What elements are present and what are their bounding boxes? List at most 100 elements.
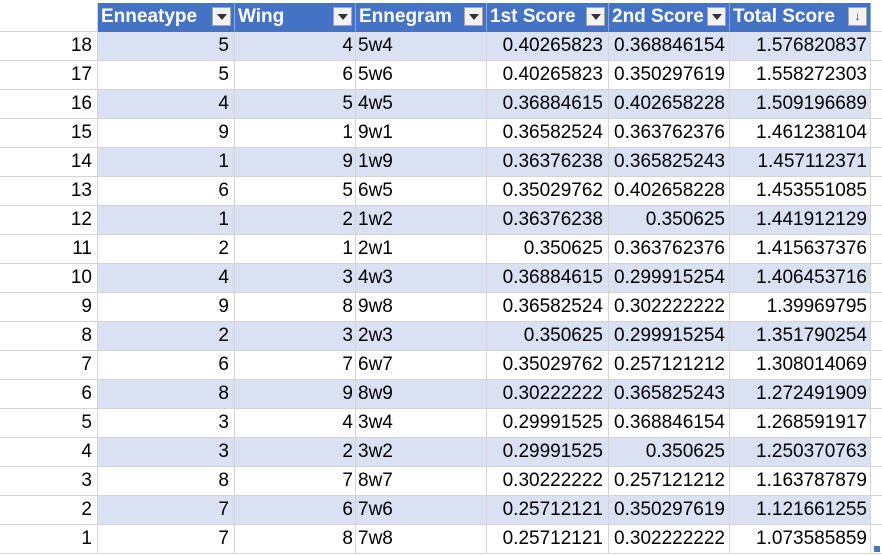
cell-ennegram[interactable]: 5w4 — [356, 32, 487, 61]
row-number[interactable]: 9 — [0, 293, 98, 322]
row-number[interactable]: 17 — [0, 61, 98, 90]
empty-cell[interactable] — [871, 61, 882, 90]
cell-ennegram[interactable]: 7w8 — [356, 525, 487, 554]
empty-cell[interactable] — [871, 235, 882, 264]
row-number[interactable]: 6 — [0, 380, 98, 409]
header-wing[interactable]: Wing — [235, 3, 356, 32]
filter-dropdown-icon[interactable] — [333, 7, 352, 26]
cell-wing[interactable]: 6 — [235, 61, 356, 90]
empty-cell[interactable] — [871, 90, 882, 119]
cell-wing[interactable]: 3 — [235, 264, 356, 293]
empty-cell[interactable] — [871, 467, 882, 496]
cell-first[interactable]: 0.35029762 — [487, 177, 609, 206]
empty-cell[interactable] — [871, 293, 882, 322]
cell-ennegram[interactable]: 2w3 — [356, 322, 487, 351]
cell-enneatype[interactable]: 8 — [98, 467, 235, 496]
header-first-score[interactable]: 1st Score — [487, 3, 609, 32]
empty-cell[interactable] — [871, 264, 882, 293]
empty-cell[interactable] — [871, 148, 882, 177]
cell-total[interactable]: 1.406453716 — [730, 264, 871, 293]
cell-wing[interactable]: 5 — [235, 90, 356, 119]
cell-ennegram[interactable]: 8w9 — [356, 380, 487, 409]
cell-total[interactable]: 1.415637376 — [730, 235, 871, 264]
cell-wing[interactable]: 4 — [235, 409, 356, 438]
cell-wing[interactable]: 9 — [235, 380, 356, 409]
cell-wing[interactable]: 4 — [235, 32, 356, 61]
empty-cell[interactable] — [871, 438, 882, 467]
cell-total[interactable]: 1.441912129 — [730, 206, 871, 235]
cell-first[interactable]: 0.29991525 — [487, 438, 609, 467]
cell-ennegram[interactable]: 6w5 — [356, 177, 487, 206]
cell-first[interactable]: 0.36884615 — [487, 264, 609, 293]
cell-first[interactable]: 0.29991525 — [487, 409, 609, 438]
cell-enneatype[interactable]: 6 — [98, 351, 235, 380]
cell-second[interactable]: 0.350297619 — [609, 496, 730, 525]
cell-wing[interactable]: 6 — [235, 496, 356, 525]
row-number[interactable]: 5 — [0, 409, 98, 438]
row-number[interactable]: 1 — [0, 525, 98, 554]
cell-second[interactable]: 0.302222222 — [609, 525, 730, 554]
row-number[interactable]: 3 — [0, 467, 98, 496]
cell-ennegram[interactable]: 2w1 — [356, 235, 487, 264]
filter-dropdown-icon[interactable] — [212, 7, 231, 26]
cell-first[interactable]: 0.25712121 — [487, 525, 609, 554]
cell-first[interactable]: 0.40265823 — [487, 32, 609, 61]
empty-cell[interactable] — [871, 525, 882, 554]
empty-cell[interactable] — [871, 206, 882, 235]
cell-ennegram[interactable]: 6w7 — [356, 351, 487, 380]
cell-second[interactable]: 0.365825243 — [609, 148, 730, 177]
cell-enneatype[interactable]: 9 — [98, 293, 235, 322]
cell-first[interactable]: 0.35029762 — [487, 351, 609, 380]
cell-ennegram[interactable]: 1w2 — [356, 206, 487, 235]
cell-wing[interactable]: 8 — [235, 525, 356, 554]
cell-enneatype[interactable]: 9 — [98, 119, 235, 148]
header-ennegram[interactable]: Ennegram — [356, 3, 487, 32]
cell-first[interactable]: 0.36582524 — [487, 293, 609, 322]
empty-cell[interactable] — [871, 351, 882, 380]
cell-first[interactable]: 0.36884615 — [487, 90, 609, 119]
empty-cell[interactable] — [871, 380, 882, 409]
cell-ennegram[interactable]: 3w4 — [356, 409, 487, 438]
cell-enneatype[interactable]: 8 — [98, 380, 235, 409]
cell-enneatype[interactable]: 5 — [98, 32, 235, 61]
cell-ennegram[interactable]: 3w2 — [356, 438, 487, 467]
row-number[interactable]: 8 — [0, 322, 98, 351]
empty-cell[interactable] — [871, 119, 882, 148]
filter-dropdown-icon[interactable] — [707, 7, 726, 26]
empty-cell[interactable] — [871, 496, 882, 525]
cell-second[interactable]: 0.363762376 — [609, 119, 730, 148]
cell-ennegram[interactable]: 7w6 — [356, 496, 487, 525]
cell-enneatype[interactable]: 1 — [98, 148, 235, 177]
cell-total[interactable]: 1.272491909 — [730, 380, 871, 409]
cell-second[interactable]: 0.299915254 — [609, 322, 730, 351]
cell-total[interactable]: 1.268591917 — [730, 409, 871, 438]
row-number[interactable]: 7 — [0, 351, 98, 380]
row-number[interactable]: 11 — [0, 235, 98, 264]
cell-second[interactable]: 0.365825243 — [609, 380, 730, 409]
cell-ennegram[interactable]: 4w5 — [356, 90, 487, 119]
cell-ennegram[interactable]: 8w7 — [356, 467, 487, 496]
cell-second[interactable]: 0.302222222 — [609, 293, 730, 322]
cell-wing[interactable]: 1 — [235, 235, 356, 264]
cell-ennegram[interactable]: 5w6 — [356, 61, 487, 90]
row-number[interactable]: 14 — [0, 148, 98, 177]
cell-wing[interactable]: 3 — [235, 322, 356, 351]
cell-second[interactable]: 0.402658228 — [609, 177, 730, 206]
cell-first[interactable]: 0.36376238 — [487, 206, 609, 235]
cell-first[interactable]: 0.25712121 — [487, 496, 609, 525]
cell-enneatype[interactable]: 2 — [98, 235, 235, 264]
cell-second[interactable]: 0.257121212 — [609, 467, 730, 496]
cell-second[interactable]: 0.257121212 — [609, 351, 730, 380]
row-number[interactable]: 16 — [0, 90, 98, 119]
cell-total[interactable]: 1.163787879 — [730, 467, 871, 496]
cell-first[interactable]: 0.30222222 — [487, 380, 609, 409]
cell-wing[interactable]: 5 — [235, 177, 356, 206]
cell-second[interactable]: 0.299915254 — [609, 264, 730, 293]
cell-first[interactable]: 0.30222222 — [487, 467, 609, 496]
cell-total[interactable]: 1.461238104 — [730, 119, 871, 148]
header-enneatype[interactable]: Enneatype — [98, 3, 235, 32]
cell-total[interactable]: 1.121661255 — [730, 496, 871, 525]
cell-total[interactable]: 1.39969795 — [730, 293, 871, 322]
cell-wing[interactable]: 8 — [235, 293, 356, 322]
cell-first[interactable]: 0.350625 — [487, 235, 609, 264]
